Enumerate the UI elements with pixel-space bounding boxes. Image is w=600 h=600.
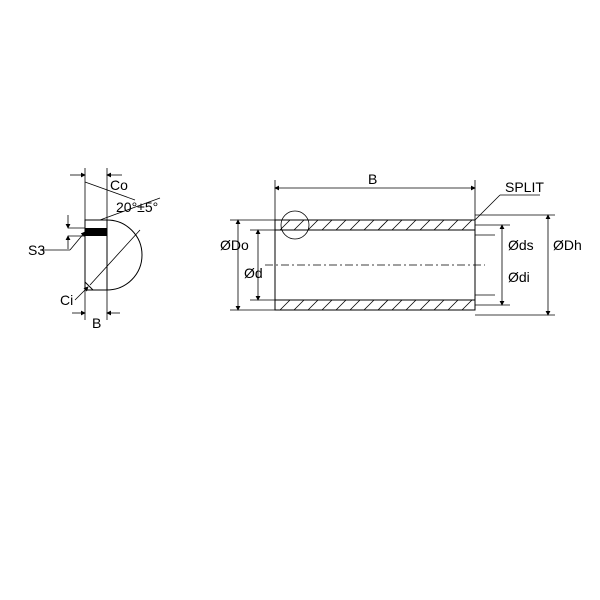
s3-label: S3: [28, 242, 45, 258]
ci-label: Ci: [60, 292, 73, 308]
left-view: Co 20°±5° S3 Ci B: [28, 168, 160, 331]
d-label: Ød: [244, 265, 263, 281]
wall-section: [85, 228, 107, 236]
split-label: SPLIT: [505, 179, 544, 195]
angle-label: 20°±5°: [116, 199, 158, 215]
split-leader: [475, 195, 500, 220]
profile-arc: [107, 220, 142, 290]
technical-drawing: Co 20°±5° S3 Ci B: [0, 0, 600, 600]
hatch-bottom: [280, 300, 472, 310]
do-label: ØDo: [220, 237, 249, 253]
b-label-right: B: [368, 171, 377, 187]
b-label-left: B: [92, 315, 101, 331]
ds-label: Øds: [508, 237, 534, 253]
co-label: Co: [110, 177, 128, 193]
arc-diagonal: [90, 230, 140, 285]
di-label: Ødi: [508, 269, 530, 285]
dh-label: ØDh: [553, 237, 582, 253]
right-view: SPLIT B ØDo Ød Øds Ødi ØDh: [220, 171, 582, 315]
